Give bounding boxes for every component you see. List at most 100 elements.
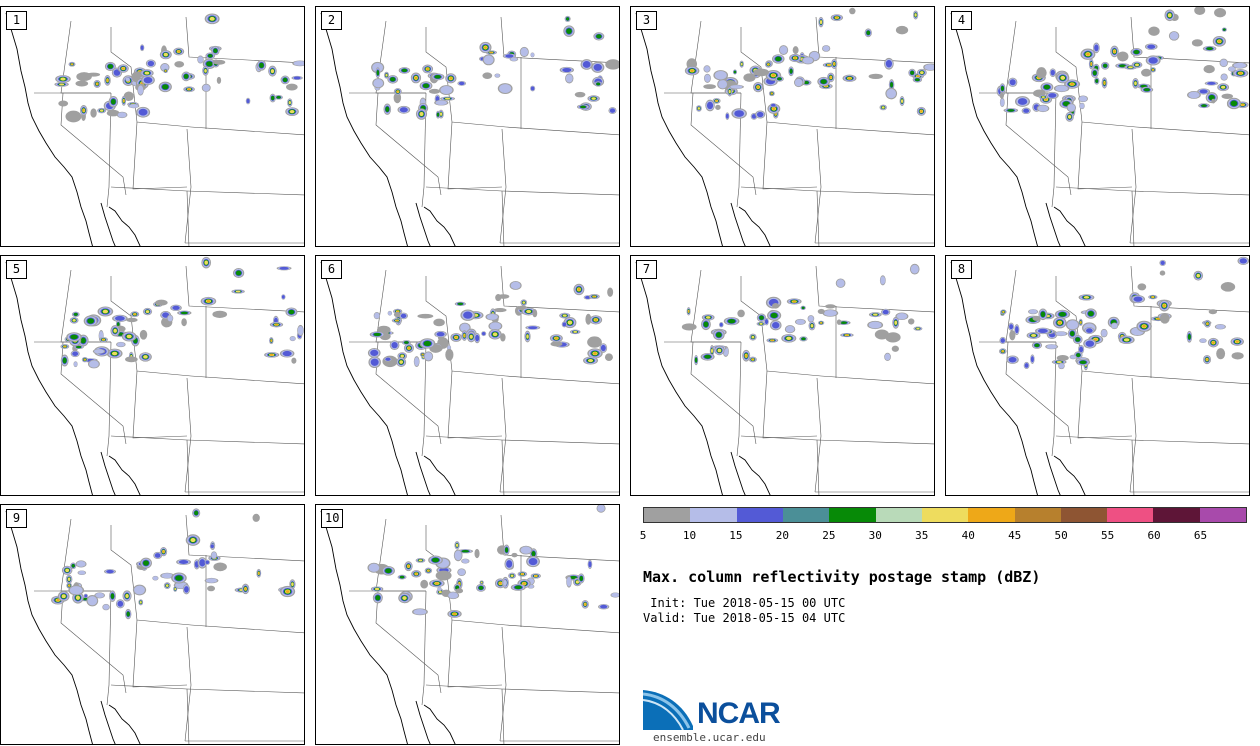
reflectivity-cell — [554, 337, 558, 340]
reflectivity-cell — [60, 77, 66, 81]
reflectivity-cell — [187, 88, 191, 91]
colorbar-swatch — [968, 508, 1015, 522]
state-border — [499, 128, 507, 244]
reflectivity-cell — [579, 575, 584, 582]
valid-time: Valid: Tue 2018-05-15 04 UTC — [643, 611, 846, 625]
reflectivity-cell — [395, 319, 399, 322]
reflectivity-cell — [274, 323, 279, 326]
colorbar-tick-label: 45 — [1008, 529, 1022, 542]
logo-name: NCAR — [697, 697, 781, 730]
reflectivity-cell — [373, 79, 384, 88]
state-border — [1055, 186, 1249, 196]
time-info: Init: Tue 2018-05-15 00 UTC Valid: Tue 2… — [643, 596, 845, 626]
reflectivity-cell — [126, 334, 132, 339]
reflectivity-cell — [1069, 330, 1075, 337]
reflectivity-cell — [1101, 329, 1107, 337]
reflectivity-cell — [1067, 104, 1076, 112]
reflectivity-cell — [423, 340, 432, 347]
reflectivity-cell — [573, 330, 578, 333]
state-border — [60, 269, 111, 343]
postage-stamp-panel: 3 — [630, 6, 935, 247]
reflectivity-cell — [1103, 63, 1108, 68]
reflectivity-cell — [1160, 260, 1165, 265]
reflectivity-cell — [690, 69, 694, 73]
reflectivity-cell — [75, 345, 82, 349]
state-border — [186, 688, 190, 744]
state-border — [375, 590, 442, 694]
reflectivity-cell — [910, 70, 915, 75]
reflectivity-cell — [122, 99, 125, 103]
reflectivity-cell — [605, 59, 619, 70]
reflectivity-cell — [567, 320, 573, 325]
reflectivity-cell — [1221, 85, 1226, 89]
reflectivity-cell — [600, 604, 608, 609]
state-border — [505, 624, 619, 634]
reflectivity-cell — [67, 577, 71, 582]
coastline — [1053, 206, 1086, 246]
reflectivity-cell — [704, 74, 711, 83]
reflectivity-cell — [727, 319, 736, 324]
coastline — [5, 510, 93, 744]
state-border — [738, 92, 742, 188]
reflectivity-cell — [785, 325, 795, 333]
coastline — [950, 12, 1038, 246]
reflectivity-cell — [714, 71, 727, 80]
member-label: 10 — [321, 509, 344, 528]
reflectivity-cell — [172, 305, 180, 310]
reflectivity-cell — [1094, 44, 1099, 52]
reflectivity-cell — [687, 310, 690, 313]
reflectivity-cell — [144, 71, 150, 75]
reflectivity-cell — [1095, 78, 1099, 83]
reflectivity-cell — [1188, 91, 1200, 99]
state-border — [110, 684, 304, 694]
reflectivity-cell — [438, 590, 442, 594]
reflectivity-cell — [102, 604, 110, 610]
reflectivity-cell — [767, 63, 770, 66]
coastline — [738, 206, 771, 246]
reflectivity-cell — [129, 104, 139, 108]
state-border — [132, 370, 188, 439]
reflectivity-cell — [593, 352, 597, 355]
reflectivity-cell — [819, 20, 823, 25]
reflectivity-cell — [715, 332, 722, 338]
reflectivity-cell — [435, 582, 439, 585]
reflectivity-cell — [1134, 81, 1137, 86]
reflectivity-cell — [1128, 66, 1133, 69]
reflectivity-cell — [745, 354, 748, 358]
reflectivity-cell — [1083, 296, 1090, 299]
reflectivity-cell — [817, 308, 825, 315]
state-border — [690, 341, 757, 445]
reflectivity-cell — [833, 62, 836, 66]
reflectivity-cell — [1040, 311, 1046, 318]
state-border — [501, 688, 505, 744]
reflectivity-cell — [1050, 69, 1055, 76]
reflectivity-cell — [584, 603, 587, 606]
reflectivity-cell — [106, 78, 109, 82]
state-border — [1053, 92, 1057, 188]
reflectivity-cell — [528, 557, 538, 566]
reflectivity-cell — [717, 348, 722, 353]
reflectivity-cell — [751, 114, 757, 119]
reflectivity-cell — [125, 593, 129, 598]
reflectivity-cell — [202, 84, 210, 92]
reflectivity-cell — [562, 67, 572, 73]
coastline — [423, 704, 456, 744]
reflectivity-cell — [154, 553, 161, 558]
reflectivity-cell — [199, 559, 206, 567]
reflectivity-cell — [1117, 51, 1129, 62]
postage-stamp-panel: 6 — [315, 255, 620, 496]
reflectivity-cell — [458, 81, 465, 86]
reflectivity-cell — [463, 311, 473, 319]
reflectivity-cell — [107, 64, 114, 69]
reflectivity-cell — [435, 570, 452, 581]
reflectivity-cell — [1087, 311, 1094, 317]
reflectivity-cell — [510, 281, 521, 290]
reflectivity-cell — [1159, 313, 1170, 324]
reflectivity-cell — [600, 344, 606, 352]
reflectivity-cell — [753, 68, 770, 77]
reflectivity-cell — [375, 595, 381, 601]
reflectivity-cell — [521, 573, 524, 575]
reflectivity-cell — [452, 612, 457, 616]
reflectivity-cell — [566, 28, 572, 35]
reflectivity-cell — [920, 110, 923, 113]
